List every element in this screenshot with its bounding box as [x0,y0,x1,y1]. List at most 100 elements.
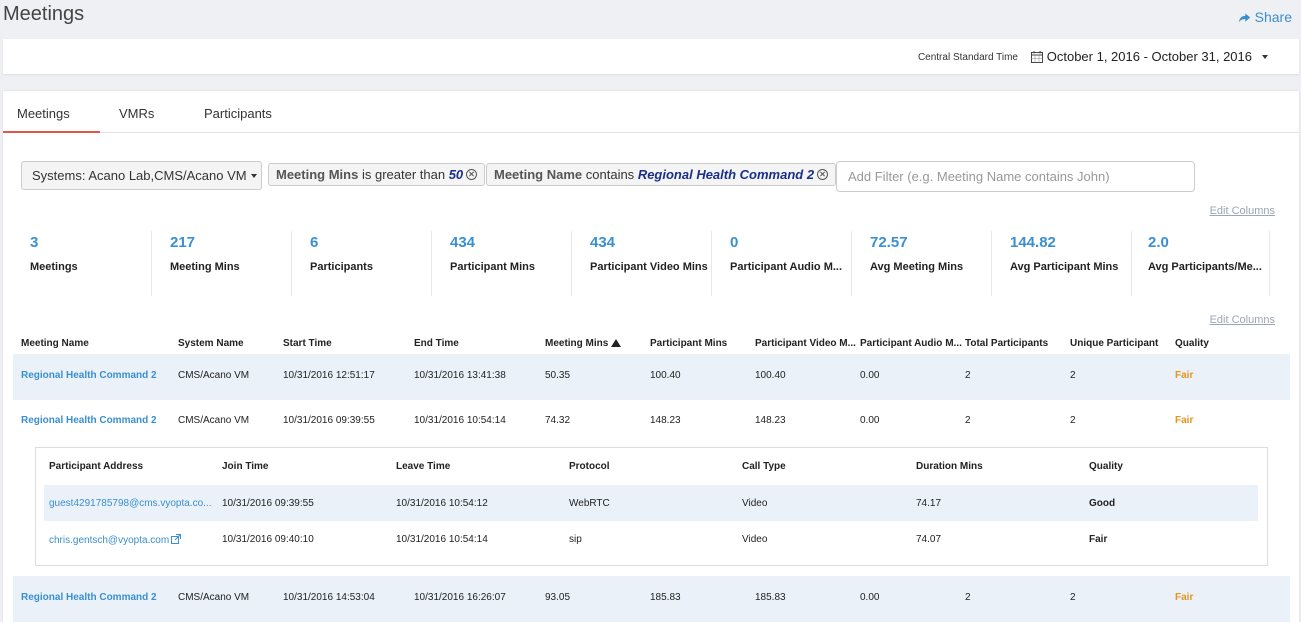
list-item[interactable]: guest4291785798@cms.vyopta.co... 10/31/2… [44,485,1258,521]
filter-field: Meeting Mins [276,167,359,182]
stat-value: 434 [590,234,616,251]
table-row[interactable]: Regional Health Command 2 CMS/Acano VM 1… [13,399,1290,445]
add-filter-input[interactable] [836,161,1195,192]
participant-mins: 100.40 [650,370,681,381]
stat-avg-participants-per-meeting: 2.0 Avg Participants/Me... [1148,231,1270,296]
filter-value: 50 [448,167,464,182]
tab-vmrs[interactable]: VMRs [119,106,155,121]
stat-avg-meeting-mins: 72.57 Avg Meeting Mins [870,231,992,296]
quality-badge: Fair [1175,592,1194,603]
column-header-unique-participant[interactable]: Unique Participant [1070,338,1159,349]
protocol: sip [569,534,582,545]
filter-field: Meeting Name [494,167,583,182]
stat-label: Avg Meeting Mins [870,261,964,273]
column-header-meeting-mins[interactable]: Meeting Mins [545,338,622,349]
participant-audio-mins: 0.00 [860,370,880,381]
stat-value: 2.0 [1148,234,1169,251]
quality-badge: Fair [1175,370,1194,381]
edit-columns-link-table[interactable]: Edit Columns [1209,314,1275,326]
column-header-label: Meeting Mins [545,338,609,349]
tab-meetings[interactable]: Meetings [17,106,70,121]
stat-avg-participant-mins: 144.82 Avg Participant Mins [1010,231,1132,296]
participant-audio-mins: 0.00 [860,415,880,426]
call-type: Video [742,534,768,545]
leave-time: 10/31/2016 10:54:12 [396,498,488,509]
stat-label: Avg Participant Mins [1010,261,1119,273]
participant-address-link[interactable]: chris.gentsch@vyopta.com [49,534,182,546]
column-header-leave-time: Leave Time [396,461,451,472]
stat-participant-video-mins: 434 Participant Video Mins [590,231,712,296]
column-header-start-time[interactable]: Start Time [283,338,332,349]
column-header-participant-mins[interactable]: Participant Mins [650,338,728,349]
column-header-call-type: Call Type [742,461,786,472]
meeting-mins: 74.32 [545,415,571,426]
stat-label: Avg Participants/Me... [1148,261,1262,273]
column-header-participant-address: Participant Address [49,461,144,472]
tab-participants[interactable]: Participants [204,106,272,121]
duration-mins: 74.17 [916,498,942,509]
share-icon [1238,12,1250,22]
total-participants: 2 [965,370,971,381]
end-time: 10/31/2016 10:54:14 [414,415,506,426]
column-header-quality: Quality [1089,461,1123,472]
page-title: Meetings [3,3,85,25]
systems-dropdown[interactable]: Systems: Acano Lab,CMS/Acano VM [21,161,262,190]
external-link-icon[interactable] [171,534,182,544]
edit-columns-link-summary[interactable]: Edit Columns [1209,205,1275,217]
unique-participant: 2 [1070,592,1076,603]
participant-mins: 148.23 [650,415,681,426]
stat-label: Participant Audio M... [730,261,843,273]
stat-value: 72.57 [870,234,908,251]
start-time: 10/31/2016 09:39:55 [283,415,375,426]
column-header-participant-video-mins[interactable]: Participant Video M... [755,338,856,349]
column-header-join-time: Join Time [222,461,269,472]
participants-subtable: Participant Address Join Time Leave Time… [35,447,1268,566]
filter-op: contains [585,167,635,182]
table-row[interactable]: Regional Health Command 2 CMS/Acano VM 1… [13,576,1290,622]
tab-bar: Meetings VMRs Participants [3,91,1299,133]
remove-filter-icon[interactable] [466,169,478,180]
meeting-name-link[interactable]: Regional Health Command 2 [21,592,157,603]
system-name: CMS/Acano VM [178,370,250,381]
meeting-mins: 50.35 [545,370,571,381]
join-time: 10/31/2016 09:40:10 [222,534,314,545]
stat-value: 217 [170,234,196,251]
stat-value: 434 [450,234,476,251]
end-time: 10/31/2016 16:26:07 [414,592,506,603]
participant-video-mins: 100.40 [755,370,786,381]
column-header-total-participants[interactable]: Total Participants [965,338,1049,349]
column-header-participant-audio-mins[interactable]: Participant Audio M... [860,338,962,349]
column-header-quality[interactable]: Quality [1175,338,1209,349]
column-header-end-time[interactable]: End Time [414,338,459,349]
table-row[interactable]: Regional Health Command 2 CMS/Acano VM 1… [13,354,1290,400]
system-name: CMS/Acano VM [178,415,250,426]
quality-badge: Fair [1175,415,1194,426]
column-header-system-name[interactable]: System Name [178,338,244,349]
remove-filter-icon[interactable] [817,169,829,180]
main-panel: Meetings VMRs Participants Systems: Acan… [3,91,1299,622]
duration-mins: 74.07 [916,534,942,545]
participant-video-mins: 185.83 [755,592,786,603]
date-range-picker[interactable]: October 1, 2016 - October 31, 2016 [1030,49,1268,64]
date-range-label: October 1, 2016 - October 31, 2016 [1046,49,1252,64]
calendar-icon [1030,50,1043,63]
sort-ascending-icon [611,339,622,347]
column-header-meeting-name[interactable]: Meeting Name [21,338,89,349]
column-header-duration-mins: Duration Mins [916,461,983,472]
protocol: WebRTC [569,498,610,509]
stat-value: 144.82 [1010,234,1056,251]
timezone-label: Central Standard Time [917,52,1018,63]
list-item[interactable]: chris.gentsch@vyopta.com 10/31/2016 09:4… [44,521,1258,557]
participant-audio-mins: 0.00 [860,592,880,603]
chevron-down-icon [250,173,257,178]
unique-participant: 2 [1070,370,1076,381]
meeting-name-link[interactable]: Regional Health Command 2 [21,415,157,426]
total-participants: 2 [965,415,971,426]
participant-address-link[interactable]: guest4291785798@cms.vyopta.co... [49,498,212,509]
share-button[interactable]: Share [1238,9,1292,25]
join-time: 10/31/2016 09:39:55 [222,498,314,509]
meeting-name-link[interactable]: Regional Health Command 2 [21,370,157,381]
stat-label: Meeting Mins [170,261,240,273]
start-time: 10/31/2016 12:51:17 [283,370,375,381]
quality-badge: Good [1089,498,1116,509]
